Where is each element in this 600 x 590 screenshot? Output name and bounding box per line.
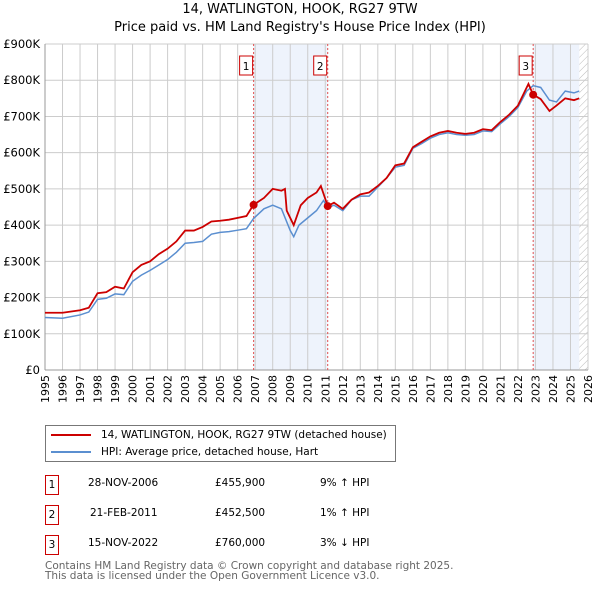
- y-tick-label: £0: [25, 363, 40, 377]
- legend-label: 14, WATLINGTON, HOOK, RG27 9TW (detached…: [101, 429, 387, 441]
- sale-row: 3 15-NOV-2022 £760,000 3% ↓ HPI: [45, 535, 465, 555]
- x-tick-label: 2012: [337, 375, 350, 403]
- x-tick-label: 2022: [512, 375, 525, 403]
- sale-price: £452,500: [215, 507, 266, 519]
- x-tick-label: 2006: [232, 375, 245, 403]
- sale-hpi: 1% ↑ HPI: [320, 507, 370, 519]
- legend: 14, WATLINGTON, HOOK, RG27 9TW (detached…: [45, 425, 396, 462]
- x-tick-label: 2009: [284, 375, 297, 403]
- sale-date: 28-NOV-2006: [88, 477, 159, 489]
- sale-label: 1: [243, 61, 250, 73]
- chart-subtitle: Price paid vs. HM Land Registry's House …: [114, 20, 486, 35]
- legend-swatch-red: [51, 434, 91, 436]
- price-line: [45, 81, 580, 314]
- x-tick-label: 2014: [372, 375, 385, 403]
- sale-badge: 1: [45, 475, 59, 495]
- x-tick-label: 2002: [162, 375, 175, 403]
- x-tick-label: 2003: [179, 375, 192, 403]
- x-tick-label: 2005: [214, 375, 227, 403]
- legend-swatch-blue: [51, 451, 91, 453]
- x-tick-label: 2021: [494, 375, 507, 403]
- sale-hpi: 9% ↑ HPI: [320, 477, 370, 489]
- y-tick-label: £100K: [3, 327, 40, 341]
- x-tick-label: 2025: [564, 375, 577, 403]
- x-tick-label: 1999: [109, 375, 122, 403]
- x-tick-label: 2026: [582, 375, 595, 403]
- y-tick-label: £200K: [3, 291, 40, 305]
- sale-date: 15-NOV-2022: [88, 537, 159, 549]
- plot-area: 1995 1996 1997 1998 1999 2000 2001 2002 2003 2004…: [3, 37, 595, 403]
- hpi-line: [44, 84, 580, 319]
- x-tick-label: 2016: [407, 375, 420, 403]
- sale-point: [529, 90, 538, 99]
- x-tick-label: 2020: [477, 375, 490, 403]
- chart-title: 14, WATLINGTON, HOOK, RG27 9TW: [182, 2, 418, 17]
- sale-label-box: [518, 55, 533, 76]
- x-tick-label: 1995: [39, 375, 52, 403]
- sale-label: 2: [317, 61, 324, 73]
- forecast-hatch: [579, 44, 588, 370]
- y-tick-label: £500K: [3, 182, 40, 196]
- y-tick-label: £800K: [3, 73, 40, 87]
- sale-price: £760,000: [215, 537, 266, 549]
- x-tick-label: 2004: [197, 375, 210, 403]
- sale-badge: 3: [45, 535, 59, 555]
- sale-price: £455,900: [215, 477, 266, 489]
- x-tick-label: 2024: [547, 375, 560, 403]
- y-tick-label: £400K: [3, 218, 40, 232]
- sale-point: [249, 200, 258, 209]
- x-tick-label: 2013: [354, 375, 367, 403]
- footer-copyright: Contains HM Land Registry data © Crown c…: [45, 560, 454, 572]
- sale-date: 21-FEB-2011: [90, 507, 158, 519]
- y-tick-label: £900K: [3, 37, 40, 51]
- x-tick-label: 1997: [74, 375, 87, 403]
- x-tick-label: 2017: [424, 375, 437, 403]
- x-tick-label: 1998: [92, 375, 105, 403]
- sale-label-box: [313, 55, 328, 76]
- sale-row: 1 28-NOV-2006 £455,900 9% ↑ HPI: [45, 475, 465, 495]
- x-tick-label: 2023: [529, 375, 542, 403]
- sale-badge: 2: [45, 505, 59, 525]
- sale-label: 3: [522, 61, 529, 73]
- x-tick-label: 2015: [389, 375, 402, 403]
- x-tick-label: 2001: [144, 375, 157, 403]
- y-tick-label: £300K: [3, 254, 40, 268]
- x-tick-label: 2007: [249, 375, 262, 403]
- sale-row: 2 21-FEB-2011 £452,500 1% ↑ HPI: [45, 505, 465, 525]
- sale-label-box: [239, 55, 254, 76]
- y-tick-label: £600K: [3, 146, 40, 160]
- x-tick-label: 2011: [319, 375, 332, 403]
- sale-hpi: 3% ↓ HPI: [320, 537, 370, 549]
- x-tick-label: 2010: [302, 375, 315, 403]
- legend-item-property: 14, WATLINGTON, HOOK, RG27 9TW (detached…: [51, 427, 387, 443]
- x-tick-label: 2018: [442, 375, 455, 403]
- footer-licence: This data is licensed under the Open Gov…: [45, 570, 380, 582]
- x-tick-label: 2019: [459, 375, 472, 403]
- y-tick-label: £700K: [3, 109, 40, 123]
- x-tick-label: 2000: [127, 375, 140, 403]
- legend-item-hpi: HPI: Average price, detached house, Hart: [51, 444, 318, 460]
- x-tick-label: 1996: [57, 375, 70, 403]
- legend-label: HPI: Average price, detached house, Hart: [101, 446, 319, 458]
- sale-point: [323, 202, 332, 211]
- x-tick-label: 2008: [267, 375, 280, 403]
